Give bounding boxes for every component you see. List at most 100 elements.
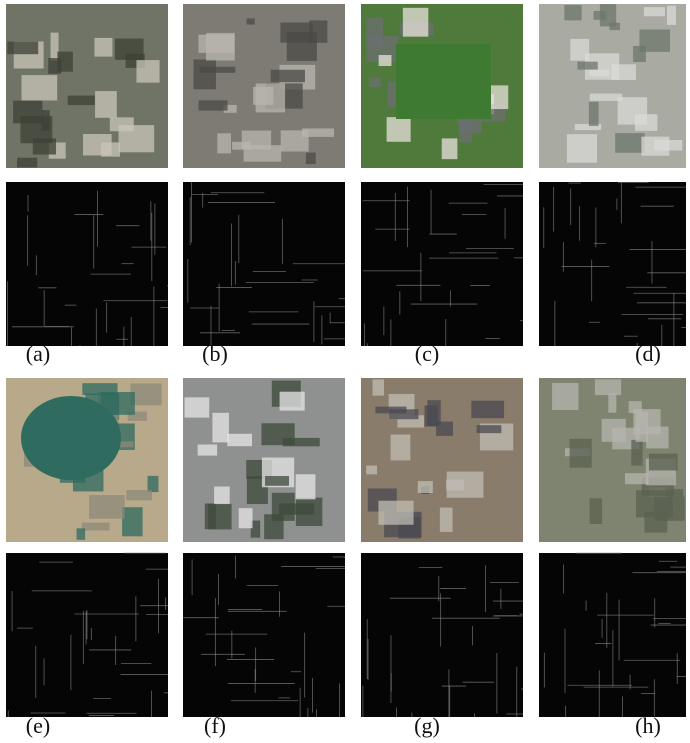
image-texture <box>671 489 684 497</box>
image-texture <box>458 121 482 134</box>
image-texture <box>388 409 419 420</box>
image-texture <box>589 69 610 77</box>
aerial-image <box>361 378 523 542</box>
image-texture <box>255 83 286 113</box>
aerial-image <box>183 378 345 542</box>
image-texture <box>147 475 159 493</box>
image-texture <box>126 490 152 501</box>
image-texture <box>208 503 232 530</box>
image-texture <box>436 421 453 436</box>
edge-image <box>539 182 686 346</box>
image-texture <box>136 60 160 83</box>
edge-image <box>183 553 345 717</box>
image-texture <box>634 114 658 131</box>
image-texture <box>372 379 384 396</box>
panel-label: (b) <box>202 341 228 366</box>
image-texture <box>570 38 590 61</box>
panel-label: (e) <box>26 713 50 738</box>
aerial-image <box>183 4 345 168</box>
image-texture <box>250 520 261 538</box>
image-texture <box>246 18 255 25</box>
image-texture <box>417 481 433 494</box>
image-texture <box>446 471 484 498</box>
image-texture <box>7 41 39 55</box>
image-texture <box>378 500 414 525</box>
image-texture <box>206 32 235 61</box>
edge-image <box>539 552 686 717</box>
image-texture <box>424 405 438 427</box>
image-texture <box>282 437 320 447</box>
image-texture <box>631 439 643 466</box>
panel-label: (d) <box>635 341 661 366</box>
image-texture <box>212 412 229 443</box>
edge-background <box>183 553 345 717</box>
image-texture <box>184 397 210 418</box>
image-texture <box>118 125 155 153</box>
image-texture <box>265 476 290 486</box>
image-texture <box>199 66 236 73</box>
edge-background <box>361 182 523 346</box>
image-texture <box>21 75 58 101</box>
image-texture <box>227 433 253 447</box>
image-texture <box>608 393 617 413</box>
image-texture <box>366 465 377 475</box>
image-texture <box>101 142 121 157</box>
image-texture <box>67 95 95 106</box>
image-texture <box>378 55 392 67</box>
panel-label: (g) <box>414 713 440 738</box>
image-texture <box>302 128 335 137</box>
image-texture <box>599 4 617 27</box>
edge-background <box>6 182 168 346</box>
image-texture <box>441 138 458 160</box>
image-texture <box>476 425 502 434</box>
image-texture <box>646 426 669 449</box>
aerial-image <box>6 4 168 168</box>
image-texture <box>279 391 305 411</box>
edge-image <box>183 182 345 346</box>
edge-background <box>361 553 523 717</box>
image-texture <box>232 141 251 150</box>
panel-label: (c) <box>415 341 439 366</box>
image-texture <box>593 10 606 20</box>
image-texture <box>574 123 602 131</box>
image-texture <box>615 133 645 153</box>
image-texture <box>76 528 86 540</box>
image-texture <box>241 130 272 150</box>
image-texture <box>471 400 505 419</box>
image-texture <box>214 486 230 505</box>
image-texture <box>271 492 295 521</box>
image-texture <box>566 134 598 163</box>
image-texture <box>94 37 113 57</box>
image-texture <box>643 7 665 17</box>
image-texture <box>439 507 453 532</box>
image-texture <box>594 379 622 396</box>
image-texture <box>366 17 384 48</box>
image-texture <box>386 117 411 142</box>
aerial-image <box>539 378 686 542</box>
image-texture <box>309 20 328 43</box>
aerial-image <box>361 4 523 168</box>
image-texture <box>639 29 671 52</box>
image-texture <box>654 139 683 151</box>
image-texture <box>654 496 685 521</box>
lake <box>21 396 121 480</box>
image-texture <box>589 93 623 101</box>
image-texture <box>552 382 579 410</box>
panel-label: (h) <box>635 713 661 738</box>
image-texture <box>295 474 316 500</box>
image-texture <box>624 473 649 485</box>
image-texture <box>122 507 143 537</box>
image-texture <box>577 61 598 70</box>
image-texture <box>50 32 59 61</box>
image-texture <box>279 503 315 515</box>
aerial-image <box>6 378 168 542</box>
image-texture <box>305 152 316 165</box>
image-texture <box>57 51 73 72</box>
image-texture <box>81 522 110 531</box>
image-texture <box>82 383 118 396</box>
image-texture <box>648 453 678 471</box>
image-texture <box>223 104 237 113</box>
image-texture <box>609 22 621 31</box>
image-texture <box>238 508 253 529</box>
